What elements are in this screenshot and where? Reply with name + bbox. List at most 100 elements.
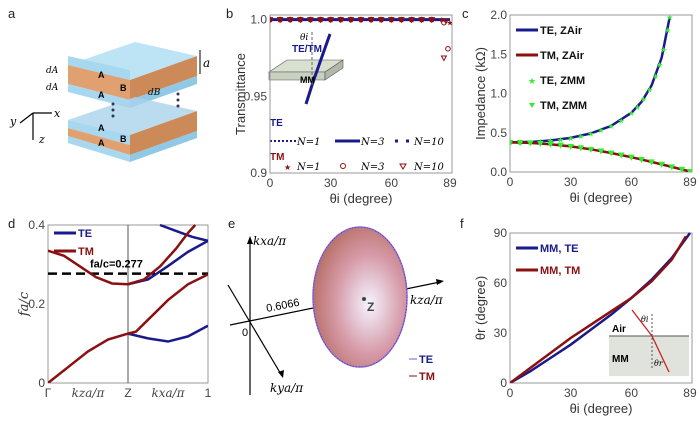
x-tick-label: 0: [507, 386, 514, 400]
data-point: [627, 154, 635, 161]
y-tick-label: 2.0: [490, 8, 507, 22]
data-point: ★: [567, 134, 574, 143]
theta-i-label: θi: [641, 315, 649, 324]
data-point: [617, 152, 625, 159]
legend-label: MM, TM: [540, 265, 580, 277]
legend-label: TE, ZAir: [540, 25, 583, 37]
data-point: ★: [388, 16, 395, 25]
y-tick-label: 1.0: [250, 13, 267, 27]
y-axis-label: Impedance (kΩ): [473, 47, 488, 140]
series-line: [48, 273, 208, 383]
data-point: [387, 17, 395, 24]
data-point: ★: [577, 132, 584, 141]
data-point: [270, 17, 274, 24]
dB-label: dB: [148, 88, 161, 98]
data-point: ★: [660, 46, 667, 55]
legend-label: TE: [78, 228, 92, 240]
data-point: [398, 17, 405, 24]
y-tick-label: 0: [500, 376, 507, 390]
data-point: ★: [618, 116, 625, 125]
data-point: [286, 17, 294, 24]
data-point: [408, 17, 415, 24]
star-marker-icon: ★: [284, 163, 291, 172]
data-point: [357, 17, 365, 24]
data-point: ★: [634, 103, 641, 112]
slab-inset: [268, 32, 344, 105]
y-tick-label: 0.95: [244, 89, 268, 103]
data-point: ★: [652, 72, 659, 81]
chart-c: 0 30 60 89 0.0 0.5 1.0 1.5 2.0 θi (degree) Impedan…: [473, 8, 697, 205]
x-tick-label: 89: [683, 175, 697, 189]
data-point: [327, 17, 335, 24]
series-line: [510, 141, 691, 172]
layer-a-label: A: [98, 90, 105, 100]
data-point: [347, 17, 355, 24]
x-tick-label: Z: [124, 386, 131, 400]
data-point: ★: [628, 109, 635, 118]
plot-frame: [509, 232, 693, 384]
layer-b-label: B: [120, 134, 127, 144]
origin-label: 0: [242, 327, 248, 339]
data-point: [442, 18, 450, 25]
data-point: [577, 145, 585, 152]
y-tick-label: 0.0: [490, 165, 507, 179]
x-tick-label: 60: [625, 175, 639, 189]
series-group: [48, 223, 208, 383]
data-point: ★: [547, 137, 554, 146]
data-point: [337, 17, 345, 24]
legend-label: MM, TE: [540, 243, 579, 255]
data-point: ★: [646, 85, 653, 94]
x-tick-label: 60: [625, 386, 639, 400]
legend-tm-n10: N=10: [413, 162, 444, 173]
data-point: [510, 139, 514, 146]
data-point: [296, 17, 304, 24]
data-point: [567, 143, 575, 150]
panel-label-d: d: [8, 216, 15, 231]
series-group: [510, 232, 691, 383]
x-axis-label: x: [54, 107, 61, 120]
panel-label-a: a: [8, 6, 16, 21]
x-tick-label: 0: [267, 176, 274, 190]
te-tm-label: TE/TM: [292, 44, 322, 55]
legend-te-n10: N=10: [413, 137, 444, 148]
data-point: [668, 164, 676, 171]
y-axis-label: θr (degree): [473, 276, 488, 340]
data-point: ★: [557, 135, 564, 144]
data-point: ★: [408, 16, 415, 25]
plot-frame: [509, 14, 693, 173]
x-tick-label: 1: [205, 386, 212, 400]
data-point: [658, 161, 666, 168]
data-point: ★: [664, 26, 671, 35]
data-point: ★: [287, 16, 294, 25]
y-tick-label: 0.4: [28, 218, 45, 232]
data-point: [367, 17, 375, 24]
data-point: ★: [438, 16, 445, 25]
air-label: Air: [612, 324, 626, 335]
x-tick-label: 30: [564, 386, 578, 400]
layer-b-label: B: [120, 83, 127, 93]
data-point: [638, 157, 645, 164]
y-tick-label: 0.9: [250, 166, 267, 180]
multilayer-diagram: [68, 42, 197, 162]
legend-te-n3: N=3: [360, 137, 385, 148]
data-point: ★: [297, 16, 304, 25]
data-point: ★: [608, 122, 615, 131]
data-point: [597, 148, 605, 155]
y-tick-label: 60: [494, 276, 508, 290]
legend-tm-heading: TM: [270, 152, 284, 163]
data-point: ★: [317, 16, 324, 25]
y-tick-label: 1.5: [490, 47, 507, 61]
data-point: [557, 142, 564, 149]
legend-label: TM, ZMM: [540, 100, 587, 112]
data-point: ★: [327, 16, 334, 25]
y-tick-label: 0: [38, 376, 45, 390]
data-point: ★: [357, 16, 364, 25]
data-point: ★: [368, 16, 375, 25]
data-point: ★: [587, 129, 594, 138]
x-tick-label: Γ: [45, 386, 52, 400]
legend-te: TE: [419, 354, 433, 366]
data-point: [307, 17, 314, 24]
data-point: ★: [277, 16, 284, 25]
